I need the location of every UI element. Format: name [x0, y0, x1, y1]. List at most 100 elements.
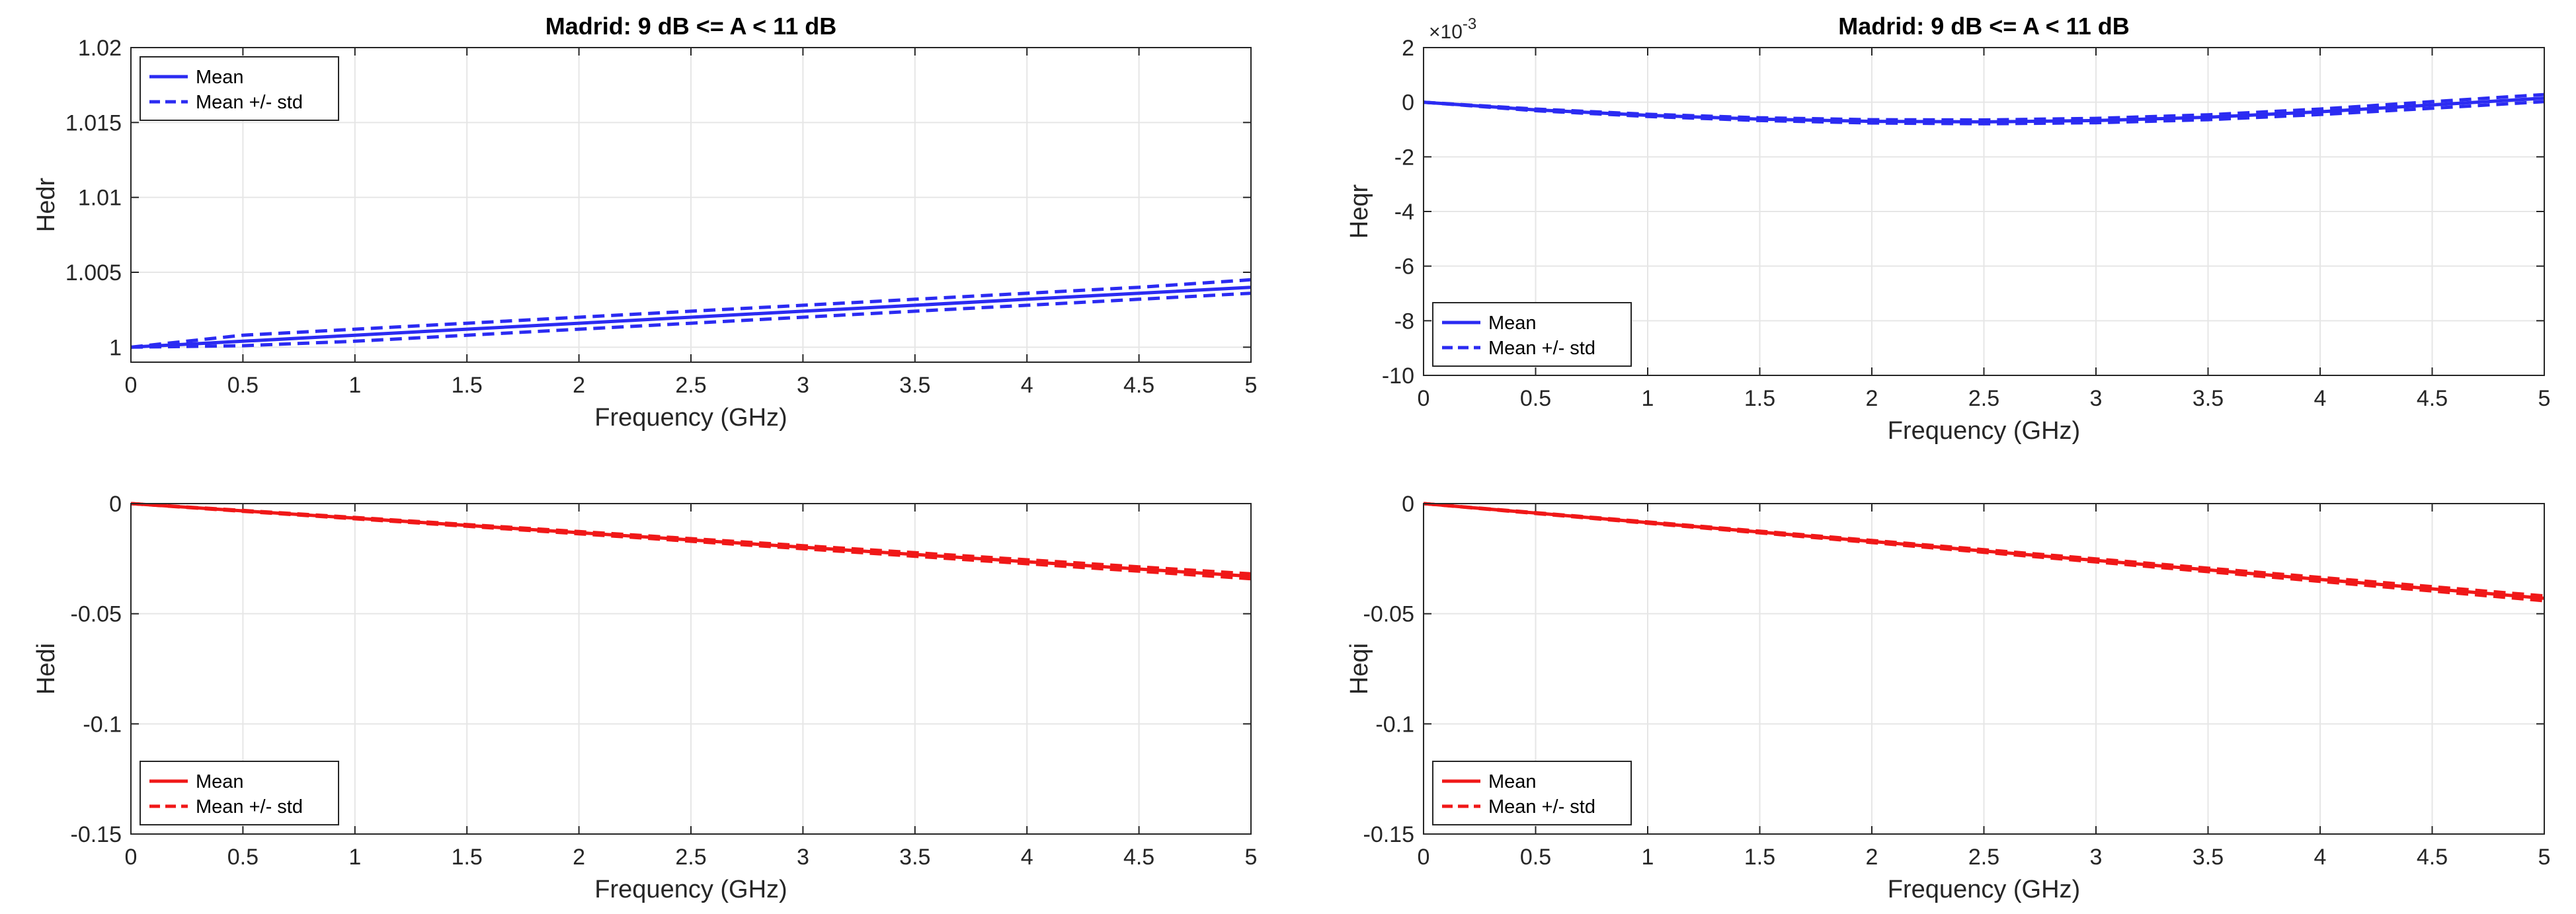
chart-title: Madrid: 9 dB <= A < 11 dB [1838, 13, 2129, 40]
legend-entry-label: Mean [196, 771, 244, 792]
x-axis-label: Frequency (GHz) [1888, 876, 2080, 903]
y-tick-label: 1.02 [78, 36, 122, 61]
y-tick-label: 1.01 [78, 186, 122, 211]
chart-heqi: 0 0.5 1 1.5 2 2.5 3 3.5 4 4.5 5 -0.15 -0.1 -0.05 0 Freq… [1346, 492, 2550, 903]
x-tick-label: 1 [1642, 845, 1654, 870]
y-tick-label: -6 [1394, 254, 1414, 280]
mean-line [130, 286, 1252, 349]
y-axis-label: Hedr [32, 177, 60, 232]
y-tick-label: 1.005 [65, 260, 122, 286]
series-group [130, 502, 1252, 581]
y-axis-label: Heqi [1346, 643, 1373, 695]
x-tick-label: 1.5 [452, 373, 483, 398]
chart-hedi: 0 0.5 1 1.5 2 2.5 3 3.5 4 4.5 5 -0.15 -0.1 -0.05 0 Freq… [32, 492, 1257, 903]
x-tick-label: 0 [1418, 845, 1430, 870]
x-tick-label: 1 [348, 845, 361, 870]
legend: Mean Mean +/- std [140, 56, 339, 121]
x-tick-label: 2 [1866, 845, 1878, 870]
x-tick-label: 0 [1418, 386, 1430, 411]
legend-box [1432, 761, 1632, 825]
x-tick-label: 4.5 [1123, 373, 1154, 398]
mean-minus-std-line [1423, 502, 2545, 603]
legend: Mean Mean +/- std [1432, 761, 1632, 825]
y-tick-label: 0 [109, 492, 122, 517]
x-tick-label: 3.5 [2193, 386, 2224, 411]
x-tick-label: 0 [125, 373, 138, 398]
axes-box [1423, 47, 2545, 376]
y-tick-label: -0.1 [83, 712, 122, 737]
x-tick-label: 1 [348, 373, 361, 398]
x-tick-label: 5 [2538, 845, 2551, 870]
chart-title: Madrid: 9 dB <= A < 11 dB [545, 13, 836, 40]
x-tick-label: 2 [573, 845, 585, 870]
legend-entry-label: Mean +/- std [196, 796, 303, 818]
x-tick-label: 1.5 [452, 845, 483, 870]
x-tick-label: 5 [1245, 845, 1258, 870]
x-tick-label: 3 [797, 373, 809, 398]
x-tick-label: 4.5 [2417, 845, 2448, 870]
mean-plus-std-line [1423, 93, 2545, 122]
y-tick-label: -0.05 [1363, 602, 1415, 627]
x-tick-label: 1.5 [1744, 386, 1775, 411]
y-tick-label: 1.015 [65, 110, 122, 135]
x-axis-label: Frequency (GHz) [1888, 417, 2080, 445]
x-tick-label: 2.5 [1968, 386, 1999, 411]
y-tick-label: 0 [1402, 492, 1414, 517]
legend-entry-label: Mean [1488, 313, 1537, 334]
x-axis-label: Frequency (GHz) [594, 876, 787, 903]
x-tick-label: 2.5 [675, 845, 706, 870]
y-exponent-power: -3 [1463, 15, 1476, 33]
axes-box [1423, 503, 2545, 835]
x-tick-label: 4 [2314, 386, 2327, 411]
x-tick-label: 5 [2538, 386, 2551, 411]
mean-minus-std-line [1423, 100, 2545, 126]
x-tick-label: 4.5 [2417, 386, 2448, 411]
y-tick-label: -0.15 [71, 822, 122, 847]
x-tick-label: 3 [797, 845, 809, 870]
series-group [130, 278, 1252, 349]
mean-plus-std-line [130, 278, 1252, 349]
y-tick-label: 1 [109, 335, 122, 360]
y-tick-label: 2 [1402, 36, 1414, 61]
y-tick-label: -10 [1382, 363, 1414, 389]
legend-box [140, 56, 339, 121]
y-tick-label: -8 [1394, 309, 1414, 334]
legend-entry-label: Mean [196, 67, 244, 88]
legend: Mean Mean +/- std [140, 761, 339, 825]
chart-heqr: 0 0.5 1 1.5 2 2.5 3 3.5 4 4.5 5 -10 -8 -6 -4 -2 0 2 Madrid… [1346, 13, 2550, 445]
legend: Mean Mean +/- std [1432, 302, 1632, 367]
chart-hedr: 0 0.5 1 1.5 2 2.5 3 3.5 4 4.5 5 1 1.005 1.01 1.015 1.02… [32, 13, 1257, 432]
legend-entry-label: Mean +/- std [1488, 338, 1595, 359]
x-tick-label: 0.5 [227, 845, 259, 870]
y-exponent-base: ×10 [1429, 21, 1463, 43]
y-tick-label: 0 [1402, 91, 1414, 116]
x-tick-label: 2 [573, 373, 585, 398]
y-exponent-label: ×10-3 [1429, 15, 1476, 43]
y-tick-label: -0.05 [71, 602, 122, 627]
x-tick-label: 0.5 [227, 373, 259, 398]
x-tick-label: 3 [2090, 845, 2103, 870]
y-axis-label: Heqr [1346, 184, 1373, 239]
y-tick-label: -4 [1394, 200, 1414, 225]
axes-box [130, 47, 1252, 363]
y-tick-label: -0.15 [1363, 822, 1415, 847]
x-tick-label: 4 [1021, 845, 1033, 870]
y-axis-label: Hedi [32, 643, 60, 695]
x-tick-label: 1.5 [1744, 845, 1775, 870]
series-group [1423, 93, 2545, 126]
legend-box [1432, 302, 1632, 367]
x-tick-label: 0.5 [1520, 386, 1551, 411]
mean-minus-std-line [130, 502, 1252, 581]
x-axis-label: Frequency (GHz) [594, 404, 787, 432]
y-tick-label: -0.1 [1375, 712, 1414, 737]
x-tick-label: 4 [2314, 845, 2327, 870]
legend-entry-label: Mean +/- std [1488, 796, 1595, 818]
x-tick-label: 3.5 [899, 373, 930, 398]
mean-minus-std-line [130, 291, 1252, 349]
x-tick-label: 0 [125, 845, 138, 870]
series-group [1423, 502, 2545, 603]
legend-box [140, 761, 339, 825]
x-tick-label: 5 [1245, 373, 1258, 398]
x-tick-label: 1 [1642, 386, 1654, 411]
